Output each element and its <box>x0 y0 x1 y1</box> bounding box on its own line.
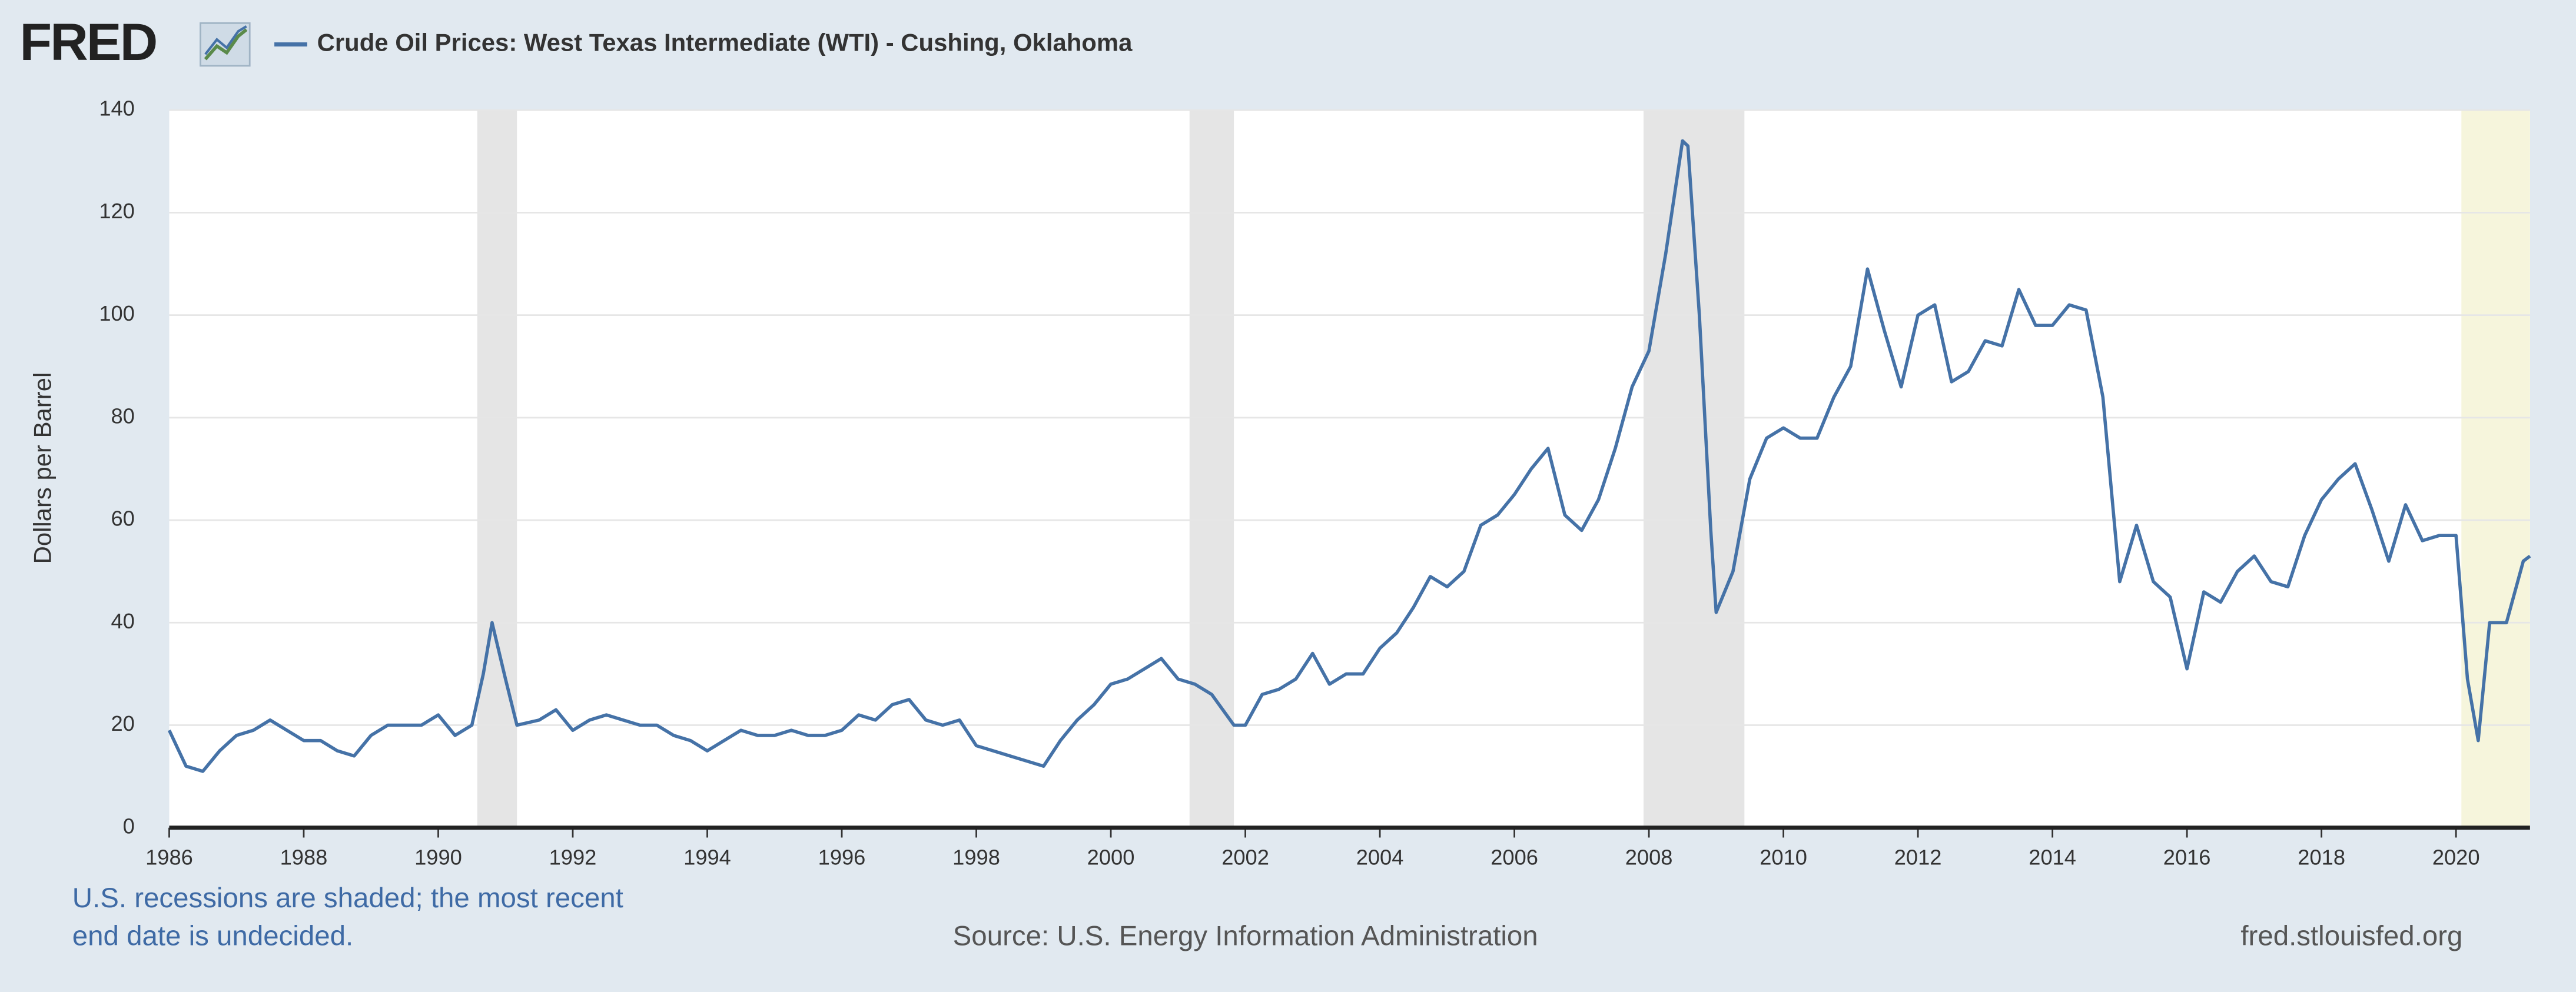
note-line: U.S. recessions are shaded; the most rec… <box>72 883 623 914</box>
x-tick-label: 1994 <box>683 845 731 869</box>
y-tick-label: 140 <box>99 96 135 121</box>
logo: FRED <box>19 12 156 71</box>
x-tick-label: 1988 <box>280 845 328 869</box>
x-tick-label: 2020 <box>2432 845 2480 869</box>
x-tick-label: 2012 <box>1894 845 1942 869</box>
recession-shade <box>2461 110 2530 828</box>
plot-area <box>169 110 2530 828</box>
y-tick-label: 80 <box>111 404 135 428</box>
recession-shade <box>1189 110 1234 828</box>
series-line <box>167 139 2531 773</box>
x-tick-label: 2018 <box>2298 845 2345 869</box>
x-tick-label: 1998 <box>952 845 1000 869</box>
source: Source: U.S. Energy Information Administ… <box>953 920 1538 951</box>
y-tick-label: 100 <box>99 301 135 325</box>
x-tick-label: 2016 <box>2163 845 2211 869</box>
y-tick-label: 40 <box>111 609 135 633</box>
site-url: fred.stlouisfed.org <box>2240 920 2462 951</box>
y-tick-label: 120 <box>99 199 135 223</box>
x-tick-label: 2002 <box>1221 845 1269 869</box>
x-tick-label: 2014 <box>2029 845 2076 869</box>
y-axis-label: Dollars per Barrel <box>28 372 56 564</box>
x-tick-label: 1990 <box>414 845 462 869</box>
x-tick-label: 2008 <box>1625 845 1673 869</box>
y-tick-label: 20 <box>111 711 135 735</box>
x-tick-label: 2000 <box>1087 845 1135 869</box>
x-tick-label: 2010 <box>1760 845 1807 869</box>
x-tick-label: 2004 <box>1356 845 1404 869</box>
note-line: end date is undecided. <box>72 920 353 951</box>
y-tick-label: 60 <box>111 507 135 531</box>
x-tick-label: 1996 <box>818 845 866 869</box>
y-tick-label: 0 <box>123 814 135 838</box>
legend-label: Crude Oil Prices: West Texas Intermediat… <box>317 29 1133 56</box>
recession-shade <box>477 110 517 828</box>
x-tick-label: 1986 <box>145 845 193 869</box>
logo-icon <box>200 22 251 67</box>
x-tick-label: 2006 <box>1491 845 1538 869</box>
x-tick-label: 1992 <box>549 845 597 869</box>
